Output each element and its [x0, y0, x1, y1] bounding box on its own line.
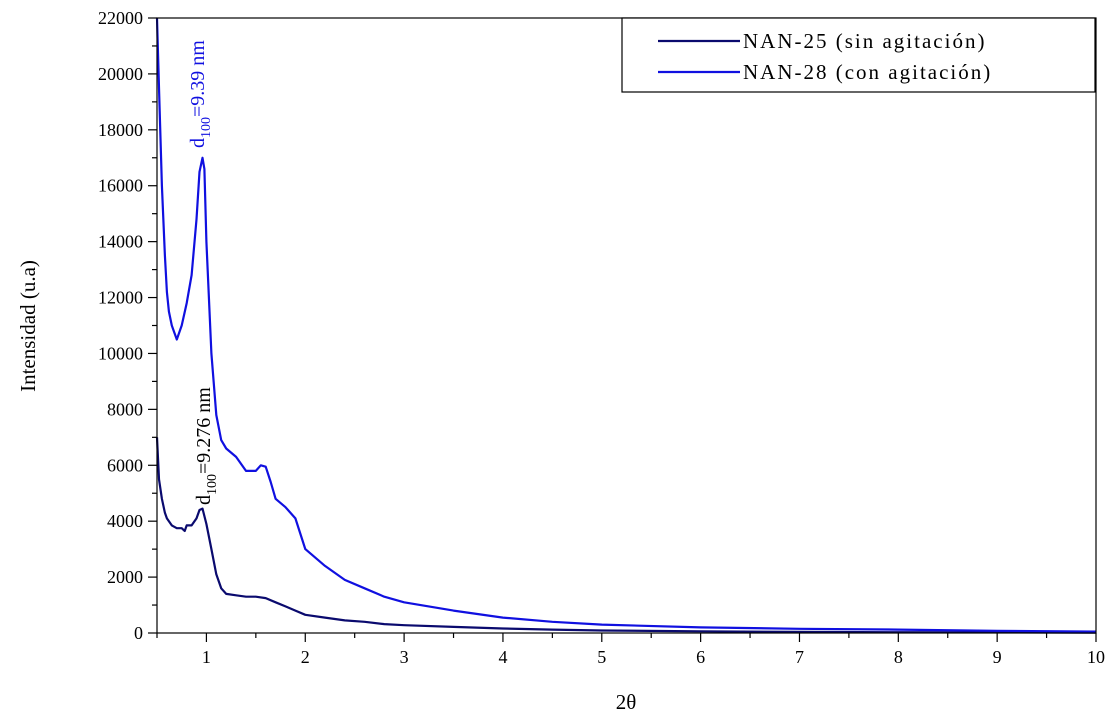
legend-box: [621, 17, 1096, 93]
y-tick-label-6000: 6000: [107, 455, 143, 475]
series-line-1: [155, 17, 1097, 633]
annotation-d100-nan28: d100=9.39 nm: [187, 40, 214, 148]
x-tick-label-6: 6: [696, 647, 705, 667]
y-tick-label-8000: 8000: [107, 399, 143, 419]
x-axis-title: 2θ: [616, 690, 637, 714]
y-tick-label-22000: 22000: [98, 8, 143, 28]
x-tick-label-9: 9: [993, 647, 1002, 667]
legend-label-nan25: NAN-25 (sin agitación): [743, 29, 986, 53]
x-tick-label-7: 7: [795, 647, 804, 667]
series-layer: [155, 17, 1097, 634]
x-tick-label-3: 3: [400, 647, 409, 667]
y-tick-label-0: 0: [134, 623, 143, 643]
x-tick-label-1: 1: [202, 647, 211, 667]
series-line-0: [155, 437, 1097, 634]
x-tick-label-4: 4: [498, 647, 507, 667]
x-tick-label-10: 10: [1087, 647, 1105, 667]
x-tick-label-8: 8: [894, 647, 903, 667]
x-tick-label-2: 2: [301, 647, 310, 667]
y-tick-label-16000: 16000: [98, 176, 143, 196]
y-tick-label-12000: 12000: [98, 288, 143, 308]
y-axis-title: Intensidad (u.a): [16, 260, 40, 392]
plot-frame: [156, 17, 1097, 634]
y-tick-label-2000: 2000: [107, 567, 143, 587]
y-tick-label-10000: 10000: [98, 343, 143, 363]
legend: NAN-25 (sin agitación) NAN-28 (con agita…: [621, 17, 1096, 93]
y-tick-label-20000: 20000: [98, 64, 143, 84]
y-tick-label-14000: 14000: [98, 232, 143, 252]
legend-label-nan28: NAN-28 (con agitación): [743, 60, 992, 84]
x-tick-label-5: 5: [597, 647, 606, 667]
axes-layer: 1 2 3 4 5 6 7 8 9 10 0 2000 4000 6000 8000 10000 12000 14…: [98, 8, 1105, 667]
annotation-d100-nan25: d100=9.276 nm: [193, 387, 220, 505]
y-tick-label-18000: 18000: [98, 120, 143, 140]
y-tick-label-4000: 4000: [107, 511, 143, 531]
